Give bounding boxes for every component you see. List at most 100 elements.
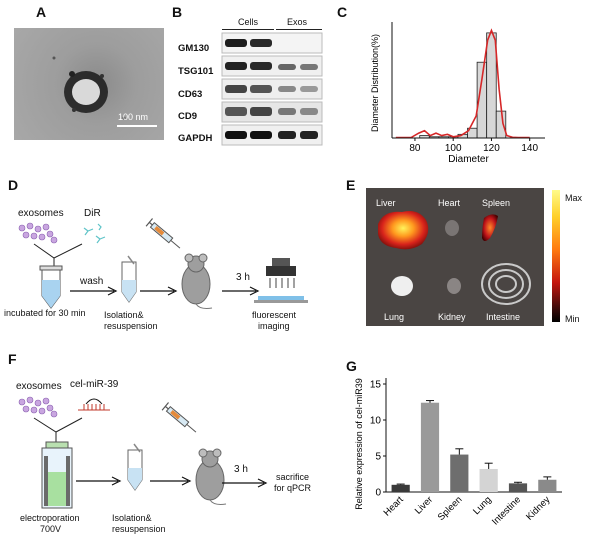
f-sacrifice-label-2: for qPCR <box>274 483 312 493</box>
x-tick-label: 100 <box>445 143 462 154</box>
d-incubated-label: incubated for 30 min <box>4 308 86 318</box>
western-blot <box>221 32 323 146</box>
syringe-icon-f <box>161 402 197 433</box>
arrow-to-tube-f <box>76 476 122 486</box>
mouse-icon-d <box>181 253 213 309</box>
x-axis-label: Diameter <box>448 154 489 165</box>
cells-column-line <box>222 29 274 30</box>
f-mirna-label: cel-miR-39 <box>70 379 119 390</box>
y-axis-label: Diameter Distribution(%) <box>370 34 380 132</box>
diameter-distribution-chart: 80 100 120 140 Diameter Diameter Distribution… <box>370 22 545 165</box>
tem-micrograph: 100 nm <box>14 28 164 140</box>
exos-column-line <box>276 29 322 30</box>
panel-a-letter: A <box>36 4 47 20</box>
y-tick-label: 10 <box>370 416 382 427</box>
panel-d-letter: D <box>8 177 19 193</box>
d-fluorescent-label-2: imaging <box>258 321 290 331</box>
organ-label-lung: Lung <box>384 312 405 322</box>
panel-g-letter: G <box>346 358 357 374</box>
blot-label-gapdh: GAPDH <box>178 133 213 144</box>
heart-image <box>445 220 459 236</box>
y-axis-label: Relative expression of cel-miR39 <box>354 378 364 510</box>
f-electroporation-label-2: 700V <box>40 524 62 534</box>
exosome-particle <box>52 56 126 120</box>
bar-liver <box>420 402 440 492</box>
mirna-hairpin-icon <box>78 398 110 411</box>
blot-label-tsg101: TSG101 <box>178 66 214 77</box>
x-tick-label: 80 <box>409 143 421 154</box>
arrow-to-imaging <box>222 286 260 296</box>
y-tick-label: 5 <box>375 452 381 463</box>
blot-label-gm130: GM130 <box>178 43 210 54</box>
panel-f-letter: F <box>8 351 17 367</box>
bar-kidney <box>538 479 557 492</box>
syringe-icon-d <box>145 218 181 249</box>
panel-c-letter: C <box>337 4 348 20</box>
scale-bar-label: 100 nm <box>118 112 149 122</box>
f-electroporation-label-1: electroporation <box>20 513 80 523</box>
blot-label-cd63: CD63 <box>178 89 203 100</box>
organ-label-heart: Heart <box>438 198 461 208</box>
d-fluorescent-label-1: fluorescent <box>252 310 297 320</box>
tube-icon-2 <box>121 255 137 303</box>
colorbar-max-label: Max <box>565 193 583 203</box>
d-wash-label: wash <box>80 276 104 287</box>
d-time-label: 3 h <box>236 272 250 283</box>
organ-label-liver: Liver <box>376 198 396 208</box>
lung-image <box>391 276 413 296</box>
d-dir-label: DiR <box>84 208 101 219</box>
scale-bar-line <box>117 125 157 127</box>
organ-label-kidney: Kidney <box>438 312 466 322</box>
dir-dye-icon <box>83 223 106 244</box>
d-exosomes-label: exosomes <box>18 208 64 219</box>
panel-e-letter: E <box>346 177 356 193</box>
liver-image <box>378 211 429 250</box>
arrow-to-mouse-f <box>150 476 192 486</box>
organ-label-intestine: Intestine <box>486 312 521 322</box>
histogram-bar <box>486 32 497 139</box>
bar-lung <box>479 468 498 492</box>
colorbar-min-label: Min <box>565 314 580 324</box>
f-exosomes-label: exosomes <box>16 381 62 392</box>
intestine-image <box>481 263 531 305</box>
bar-intestine <box>508 483 528 492</box>
electroporation-cuvette-icon <box>41 441 73 509</box>
kidney-image <box>447 278 461 294</box>
x-tick-label: 120 <box>483 143 500 154</box>
x-tick-label: Spleen <box>436 494 465 523</box>
intensity-colorbar <box>552 190 560 322</box>
f-isolation-label-2: resuspension <box>112 524 166 534</box>
bar-heart <box>391 484 410 492</box>
x-tick-label: Intestine <box>490 494 523 527</box>
f-sacrifice-label-1: sacrifice <box>276 472 310 482</box>
f-mix-lines <box>33 417 83 442</box>
tube-icon-f <box>127 443 143 491</box>
d-isolation-label-1: Isolation& <box>104 310 144 320</box>
arrow-to-mouse-d <box>140 286 178 296</box>
y-tick-label: 0 <box>375 488 381 499</box>
arrow-wash <box>70 286 118 296</box>
f-isolation-label-1: Isolation& <box>112 513 152 523</box>
x-tick-label: 140 <box>521 143 538 154</box>
blot-label-cd9: CD9 <box>178 111 198 122</box>
organ-label-spleen: Spleen <box>482 198 511 208</box>
tube-icon-1 <box>39 265 63 309</box>
panel-b-letter: B <box>172 4 183 20</box>
x-tick-label: Liver <box>413 494 435 516</box>
x-tick-label: Heart <box>382 494 406 518</box>
exos-column-label: Exos <box>287 17 308 27</box>
mouse-icon-f <box>195 448 227 505</box>
histogram-bar <box>495 110 507 139</box>
y-tick-label: 15 <box>370 380 382 391</box>
d-exosome-dots <box>18 222 58 244</box>
organ-images <box>378 211 531 305</box>
f-time-label: 3 h <box>234 464 248 475</box>
x-tick-label: Lung <box>471 494 494 517</box>
fit-curve <box>395 28 530 139</box>
x-tick-label: Kidney <box>524 494 552 522</box>
d-isolation-label-2: resuspension <box>104 321 158 331</box>
arrow-to-qpcr <box>222 478 268 488</box>
bar-spleen <box>450 454 469 492</box>
f-exosome-dots <box>18 396 58 418</box>
